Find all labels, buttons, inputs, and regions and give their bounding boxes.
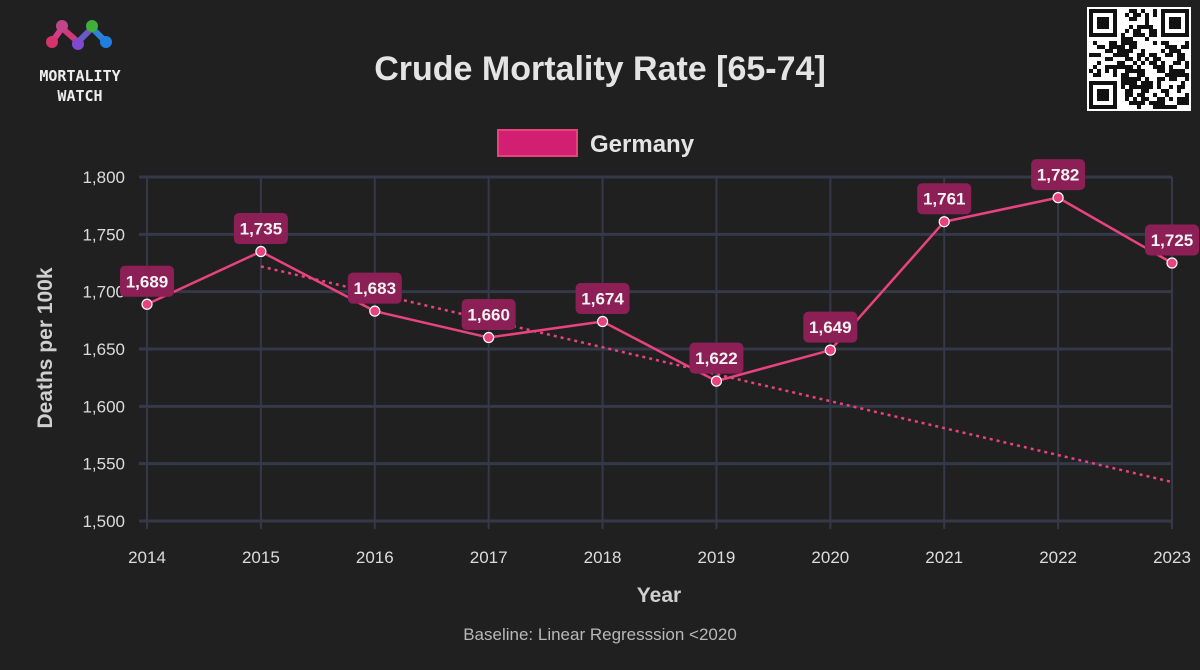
legend-swatch-germany: [497, 129, 578, 157]
y-tick-label: 1,750: [82, 225, 125, 244]
data-point: [596, 315, 609, 328]
data-label-text: 1,689: [126, 272, 169, 291]
data-label-box: [917, 183, 972, 215]
data-point: [824, 344, 836, 356]
data-label: 1,649: [803, 311, 858, 343]
data-label-text: 1,622: [695, 349, 738, 368]
data-label-text: 1,674: [581, 289, 624, 308]
x-tick-label: 2018: [584, 548, 622, 567]
series-germany: [141, 192, 1178, 387]
data-label-text: 1,725: [1151, 231, 1194, 250]
x-tick-label: 2016: [356, 548, 394, 567]
x-tick-label: 2021: [925, 548, 963, 567]
data-label-box: [803, 311, 858, 343]
logo-network-icon: [46, 20, 112, 50]
y-axis-ticks: 1,500 1,550 1,600 1,650 1,700 1,750 1,800: [82, 168, 125, 531]
data-label-box: [233, 213, 288, 245]
data-label-text: 1,761: [923, 190, 966, 209]
data-label-text: 1,782: [1037, 166, 1080, 185]
data-point: [255, 245, 267, 258]
x-tick-label: 2023: [1153, 548, 1191, 567]
y-tick-label: 1,550: [82, 455, 125, 474]
logo-text-line2: WATCH: [57, 87, 102, 105]
data-label-box: [1031, 159, 1086, 191]
data-label: 1,689: [120, 265, 174, 297]
data-label-box: [461, 299, 516, 331]
data-label-text: 1,735: [240, 220, 283, 239]
data-label: 1,735: [233, 213, 288, 245]
baseline-trend: [260, 265, 1173, 484]
data-point: [369, 305, 381, 317]
y-axis-title: Deaths per 100k: [34, 267, 57, 428]
y-tick-label: 1,700: [82, 283, 125, 302]
data-label: 1,660: [461, 299, 516, 331]
y-tick-label: 1,600: [82, 397, 125, 416]
data-label-box: [120, 265, 174, 297]
data-label: 1,683: [347, 272, 402, 304]
y-tick-label: 1,650: [82, 340, 125, 359]
x-tick-label: 2019: [698, 548, 736, 567]
mortality-watch-logo: MORTALITY WATCH: [39, 20, 121, 105]
data-point: [1052, 192, 1064, 204]
x-tick-label: 2022: [1039, 548, 1077, 567]
y-tick-label: 1,800: [82, 168, 125, 187]
data-point: [1166, 257, 1178, 269]
qr-code-icon: [1087, 7, 1191, 111]
series-line: [146, 196, 1173, 383]
data-label: 1,725: [1145, 224, 1199, 256]
data-label: 1,674: [575, 282, 630, 314]
data-label: 1,782: [1031, 159, 1086, 191]
baseline-line: [260, 265, 1173, 484]
data-label-box: [575, 282, 630, 314]
chart-title: Crude Mortality Rate [65-74]: [374, 50, 826, 88]
data-label-text: 1,683: [354, 279, 397, 298]
legend: Germany: [497, 129, 695, 158]
x-tick-label: 2015: [242, 548, 280, 567]
logo-text-line1: MORTALITY: [39, 67, 120, 85]
x-axis-ticks: 2014 2015 2016 2017 2018 2019 2020 2021 2022 2023: [128, 548, 1191, 567]
y-tick-label: 1,500: [82, 512, 125, 531]
x-tick-label: 2017: [470, 548, 508, 567]
data-labels: 1,689 1,735 1,683 1,660 1,674 1,622 1,649 1,761…: [120, 159, 1199, 374]
data-point: [141, 298, 153, 310]
data-point: [710, 375, 723, 387]
data-label-box: [689, 342, 744, 374]
legend-label-germany: Germany: [590, 131, 695, 158]
data-label-text: 1,660: [467, 306, 510, 325]
data-label-text: 1,649: [809, 318, 852, 337]
chart-caption: Baseline: Linear Regresssion <2020: [463, 625, 737, 644]
data-label-box: [347, 272, 402, 304]
data-label-box: [1145, 224, 1199, 256]
x-tick-label: 2020: [811, 548, 849, 567]
x-tick-label: 2014: [128, 548, 166, 567]
data-point: [483, 331, 495, 344]
data-label: 1,622: [689, 342, 744, 374]
data-point: [938, 216, 950, 228]
data-label: 1,761: [917, 183, 972, 215]
x-axis-title: Year: [637, 584, 681, 607]
